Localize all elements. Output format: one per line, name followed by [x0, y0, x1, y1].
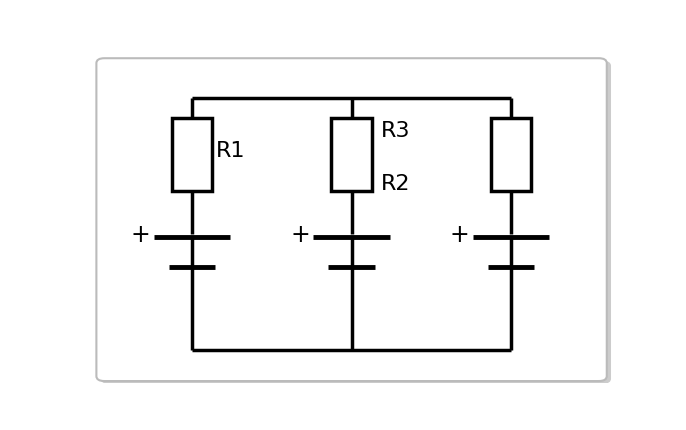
Bar	[491, 118, 531, 190]
Text: R1: R1	[216, 141, 246, 161]
FancyBboxPatch shape	[101, 61, 611, 384]
Text: R3: R3	[381, 121, 410, 141]
Text: +: +	[130, 223, 150, 247]
Text: +: +	[290, 223, 310, 247]
FancyBboxPatch shape	[96, 58, 607, 381]
Text: R2: R2	[381, 174, 410, 194]
Text: +: +	[449, 223, 469, 247]
Bar	[331, 118, 372, 190]
Bar	[172, 118, 212, 190]
